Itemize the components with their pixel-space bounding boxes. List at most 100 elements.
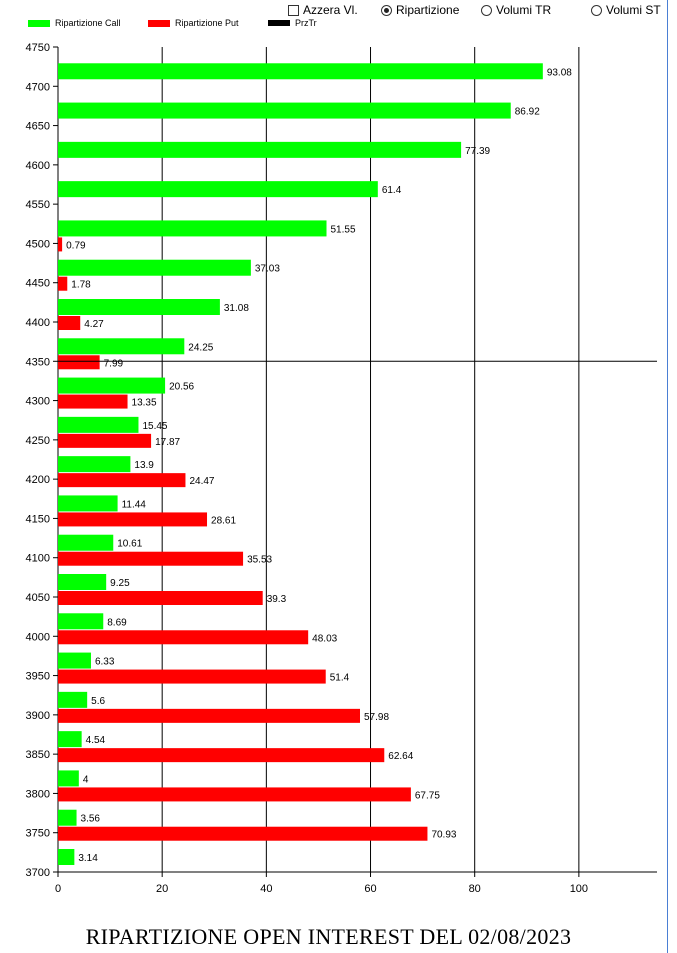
x-tick-label: 0 [55,883,61,895]
y-tick-label: 3850 [26,749,50,761]
bar-call [58,377,166,394]
data-label-put: 48.03 [312,633,337,644]
data-label-put: 51.4 [330,673,350,684]
bar-call [58,220,327,237]
y-tick-label: 4500 [26,238,50,250]
data-label-call: 3.14 [78,853,98,864]
data-label-call: 4 [83,774,89,785]
bar-call [58,456,131,473]
data-label-put: 17.87 [155,437,180,448]
bar-call [58,181,378,198]
bar-put [58,355,100,370]
ripartizione-label: Ripartizione [396,3,460,17]
y-tick-label: 4200 [26,474,50,486]
data-label-put: 35.53 [247,555,272,566]
data-label-call: 24.25 [188,342,213,353]
x-tick-label: 100 [570,883,588,895]
chart-options-bar: Azzera Vl. Ripartizione Volumi TR Volumi… [0,3,677,21]
data-label-put: 24.47 [189,476,214,487]
volumi-tr-radio[interactable]: Volumi TR [481,3,551,17]
y-tick-label: 4050 [26,592,50,604]
bar-call [58,613,104,630]
window-right-border [667,0,677,953]
data-label-call: 11.44 [122,499,147,510]
y-tick-label: 4750 [26,42,50,54]
y-tick-label: 3950 [26,671,50,683]
data-label-call: 20.56 [169,382,194,393]
bar-put [58,394,128,409]
azzera-checkbox[interactable]: Azzera Vl. [288,3,358,17]
data-label-put: 13.35 [132,398,157,409]
open-interest-chart: 3700375038003850390039504000405041004150… [26,42,657,895]
data-label-put: 28.61 [211,515,236,526]
legend-label-put: Ripartizione Put [175,18,239,28]
bar-put [58,237,63,252]
legend-label-call: Ripartizione Call [55,18,121,28]
bar-call [58,495,118,512]
bar-put [58,316,81,330]
data-label-put: 1.78 [71,280,91,291]
bar-put [58,630,309,645]
x-tick-label: 20 [156,883,168,895]
radio-unselected[interactable] [481,4,492,16]
data-label-call: 93.08 [547,67,572,78]
data-label-call: 9.25 [110,578,130,589]
data-label-put: 7.99 [104,358,124,369]
data-label-call: 4.54 [86,735,106,746]
data-label-put: 67.75 [415,790,440,801]
legend-swatch-prztr [268,20,290,26]
bar-put [58,669,326,684]
bar-call [58,416,139,433]
bar-call [58,574,107,590]
legend-item-prztr: PrzTr [268,18,317,28]
y-tick-label: 4000 [26,631,50,643]
y-tick-label: 4300 [26,396,50,408]
bar-put [58,276,68,291]
azzera-label: Azzera Vl. [303,3,358,17]
bar-put [58,433,152,448]
y-tick-label: 4250 [26,435,50,447]
bar-call [58,299,220,315]
bar-put [58,748,385,763]
y-tick-label: 4100 [26,553,50,565]
bar-put [58,591,263,605]
data-label-call: 61.4 [382,185,402,196]
bar-call [58,141,462,158]
bar-put [58,826,428,841]
radio-selected[interactable] [381,4,392,16]
data-label-call: 37.03 [255,264,280,275]
data-label-call: 8.69 [107,617,127,628]
data-label-put: 0.79 [66,240,86,251]
bar-call [58,259,251,276]
y-tick-label: 4350 [26,356,50,368]
checkbox-box[interactable] [288,4,299,16]
legend-item-put: Ripartizione Put [148,18,239,28]
bar-call [58,731,82,748]
bar-call [58,652,91,669]
legend-item-call: Ripartizione Call [28,18,121,28]
data-label-call: 15.45 [142,421,167,432]
data-label-call: 31.08 [224,303,249,314]
volumi-st-label: Volumi ST [606,3,661,17]
data-label-call: 10.61 [117,539,142,550]
radio-unselected[interactable] [591,4,602,16]
x-tick-label: 60 [364,883,376,895]
volumi-st-radio[interactable]: Volumi ST [591,3,661,17]
ripartizione-radio[interactable]: Ripartizione [381,3,459,17]
legend-swatch-call [28,19,50,27]
bar-call [58,534,114,551]
bar-call [58,849,75,865]
bar-put [58,787,411,802]
y-tick-label: 4600 [26,160,50,172]
data-label-put: 4.27 [84,319,104,330]
bar-call [58,770,79,787]
bar-put [58,551,244,566]
x-tick-label: 80 [469,883,481,895]
data-label-put: 62.64 [388,751,413,762]
data-label-put: 39.3 [267,594,287,605]
data-label-call: 77.39 [465,146,490,157]
data-label-put: 70.93 [431,830,456,841]
y-tick-label: 4700 [26,81,50,93]
bar-put [58,708,361,723]
legend-label-prztr: PrzTr [295,18,317,28]
